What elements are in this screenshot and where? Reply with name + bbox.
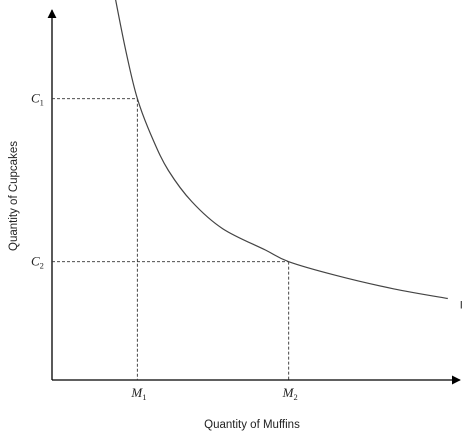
x-tick-label-1: M1 bbox=[130, 385, 146, 402]
indifference-curve-line bbox=[115, 0, 448, 300]
y-tick-label-1: C1 bbox=[31, 91, 44, 108]
y-tick-label-2: C2 bbox=[31, 254, 44, 271]
guide-lines bbox=[52, 98, 290, 380]
tick-labels: C1 M1 C2 M2 bbox=[31, 91, 298, 402]
curve-label: I bbox=[460, 300, 463, 312]
x-tick-label-2: M2 bbox=[282, 385, 298, 402]
x-axis-title: Quantity of Muffins bbox=[204, 419, 300, 431]
y-axis-title: Quantity of Cupcakes bbox=[8, 141, 20, 251]
